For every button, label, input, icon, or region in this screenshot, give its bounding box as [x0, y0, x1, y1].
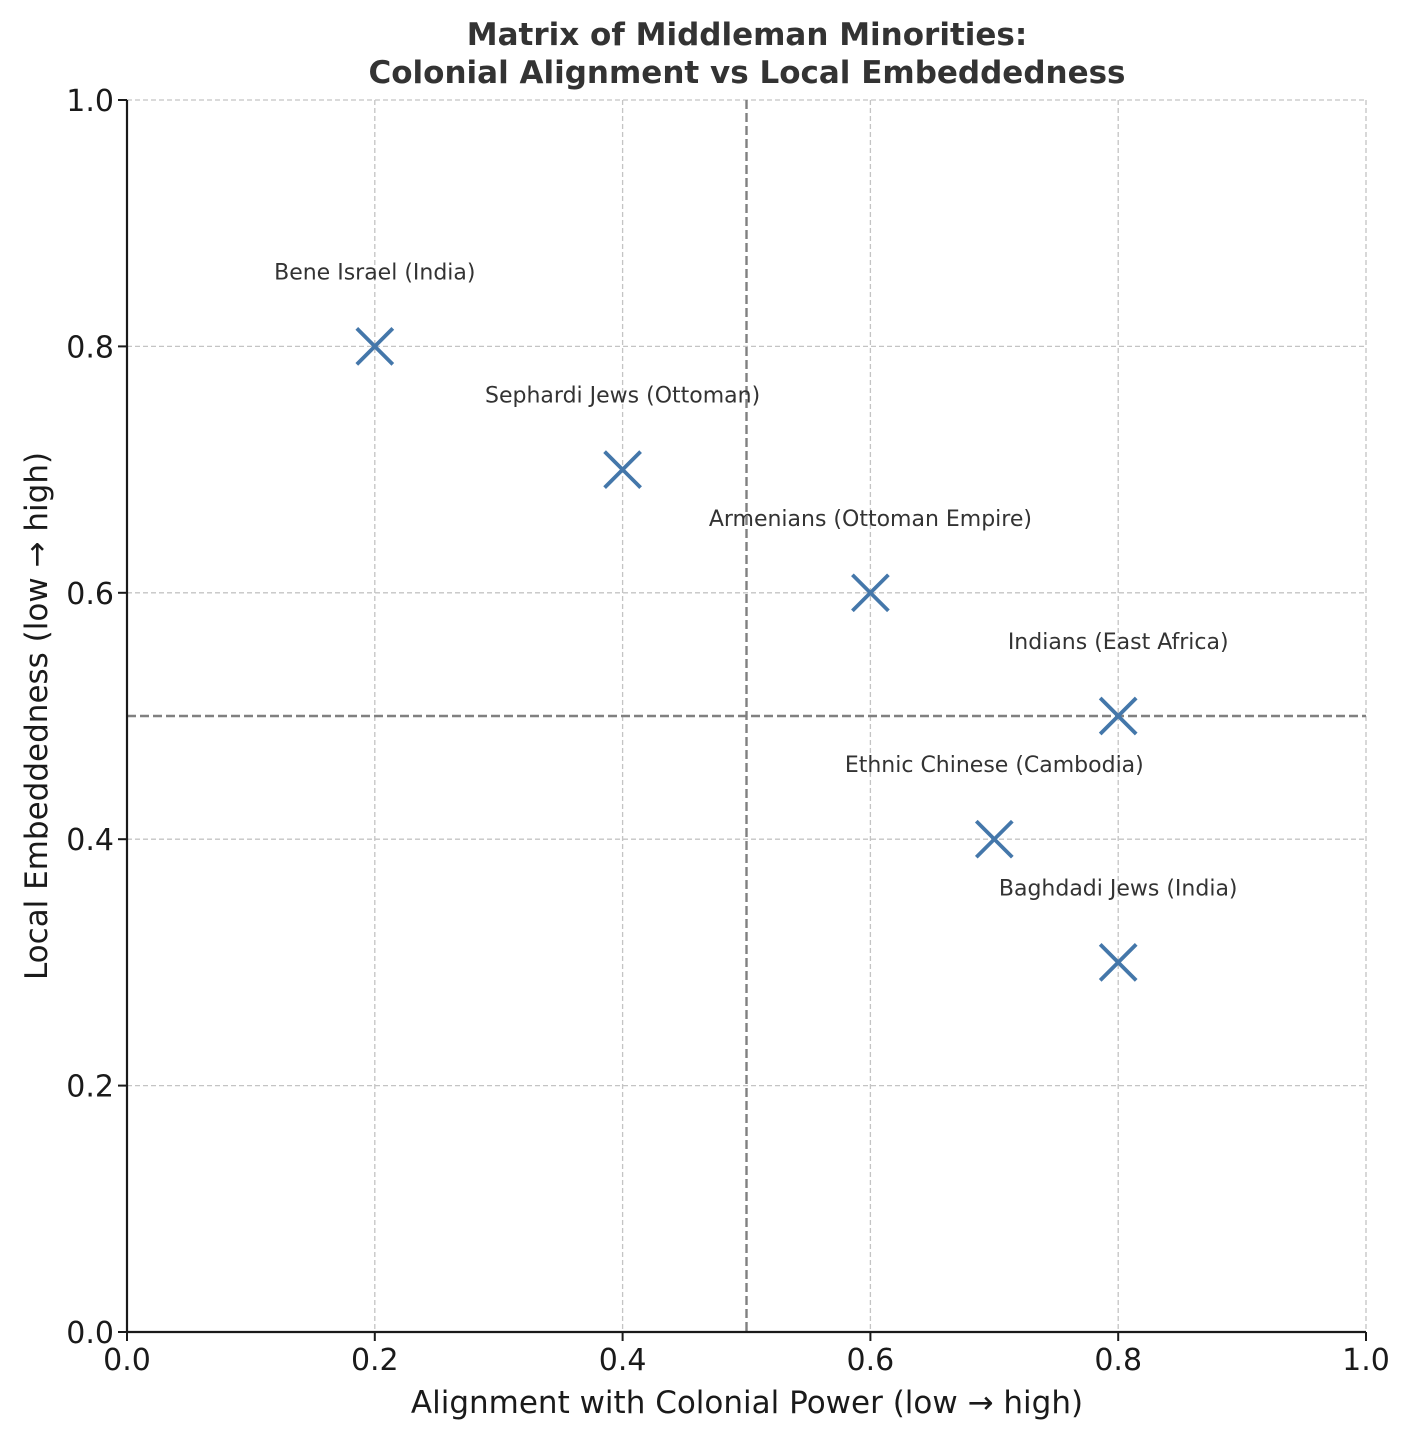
x-tick-label-1: 0.2	[351, 1343, 399, 1378]
x-axis-ticks: 0.0 0.2 0.4 0.6 0.8 1.0	[103, 1332, 1390, 1378]
y-axis-ticks: 0.0 0.2 0.4 0.6 0.8 1.0	[66, 84, 127, 1351]
chart-title-line-2: Colonial Alignment vs Local Embeddedness	[368, 55, 1125, 91]
data-label-5: Baghdadi Jews (India)	[999, 876, 1238, 901]
data-point-2-stroke-b	[851, 573, 890, 613]
data-label-3: Indians (East Africa)	[1008, 630, 1229, 655]
x-tick-label-0: 0.0	[103, 1343, 151, 1378]
data-point-0-stroke-b	[355, 327, 395, 366]
y-tick-label-4: 0.8	[66, 330, 114, 365]
y-tick-label-0: 0.0	[66, 1316, 114, 1351]
reference-lines	[127, 100, 1366, 1332]
data-point-1-stroke-b	[603, 450, 642, 489]
x-tick-label-4: 0.8	[1094, 1343, 1142, 1378]
data-point-1	[603, 450, 642, 489]
data-label-0: Bene Israel (India)	[274, 260, 475, 285]
data-label-2: Armenians (Ottoman Empire)	[709, 507, 1032, 532]
y-tick-label-2: 0.4	[66, 823, 114, 858]
data-point-5-stroke-b	[1098, 943, 1138, 982]
x-tick-label-5: 1.0	[1342, 1343, 1390, 1378]
data-point-3-stroke-b	[1098, 696, 1138, 736]
data-point-4-stroke-b	[974, 819, 1014, 859]
x-tick-label-2: 0.4	[599, 1343, 647, 1378]
y-tick-label-1: 0.2	[66, 1070, 114, 1105]
axes	[125, 100, 1366, 1334]
data-points	[355, 327, 1138, 982]
data-labels: Bene Israel (India) Sephardi Jews (Ottoma…	[274, 260, 1237, 901]
data-point-2	[851, 573, 890, 613]
data-point-0	[355, 327, 395, 366]
data-point-4	[974, 819, 1014, 859]
chart-title-line-1: Matrix of Middleman Minorities:	[467, 17, 1028, 53]
data-label-1: Sephardi Jews (Ottoman)	[485, 384, 760, 409]
data-label-4: Ethnic Chinese (Cambodia)	[845, 753, 1144, 778]
y-tick-label-3: 0.6	[66, 577, 114, 612]
y-tick-label-5: 1.0	[66, 84, 114, 119]
data-point-3	[1098, 696, 1138, 736]
x-tick-label-3: 0.6	[847, 1343, 895, 1378]
data-point-5	[1098, 943, 1138, 982]
x-axis-label: Alignment with Colonial Power (low → hig…	[411, 1385, 1083, 1421]
y-axis-label: Local Embeddedness (low → high)	[19, 452, 55, 980]
